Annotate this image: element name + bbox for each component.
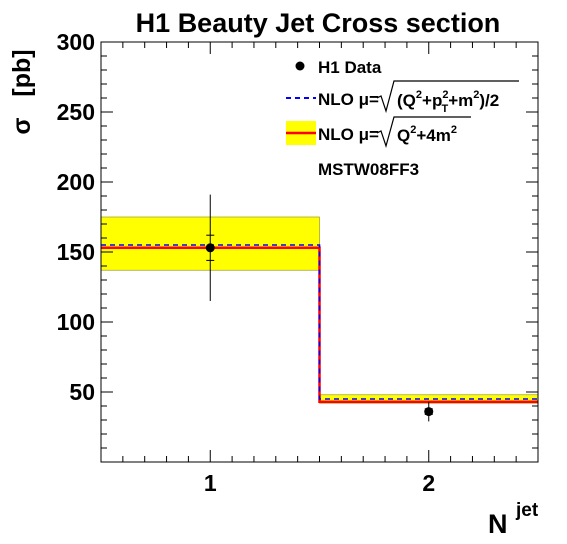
chart-title: H1 Beauty Jet Cross section — [136, 8, 501, 38]
data-point-2 — [424, 407, 434, 417]
legend-pdf-label: MSTW08FF3 — [318, 160, 419, 179]
y-axis-unit: [pb] — [8, 49, 36, 96]
legend-entry-nlo-solid: NLO μ= Q2+4m2 — [286, 116, 471, 149]
sqrt-sign-icon — [376, 80, 519, 114]
legend-label-nlo-dashed-prefix: NLO μ= — [318, 90, 379, 109]
y-tick-label: 50 — [69, 379, 95, 405]
legend-label-nlo-solid-prefix: NLO μ= — [318, 125, 379, 144]
legend-label-data: H1 Data — [318, 58, 382, 77]
legend-entry-data: H1 Data — [295, 58, 382, 77]
legend-marker-data-icon — [295, 61, 305, 71]
legend-formula-solid: Q2+4m2 — [397, 124, 457, 145]
y-axis-symbol: σ — [8, 118, 36, 135]
plot-area — [100, 194, 539, 422]
x-tick-label: 1 — [204, 470, 217, 496]
sqrt-sign-icon — [376, 116, 471, 149]
y-tick-label: 300 — [57, 29, 95, 55]
y-tick-label: 250 — [57, 99, 95, 125]
svg-text:NLO μ=: NLO μ= — [318, 90, 379, 109]
y-tick-label: 150 — [57, 239, 95, 265]
legend: H1 Data NLO μ= (Q2+p2 T+m2)/2 NLO μ= Q2+4… — [286, 58, 519, 179]
y-tick-label: 200 — [57, 169, 95, 195]
axes: 50 100 150 200 250 300 1 2 — [57, 29, 539, 496]
legend-formula-dashed: (Q2+p2 T+m2)/2 — [397, 89, 499, 115]
x-axis-label-superscript: jet — [515, 500, 539, 521]
svg-text:σ [pb]: σ [pb] — [8, 49, 36, 134]
x-axis-label-main: N — [488, 509, 508, 539]
legend-entry-nlo-dashed: NLO μ= (Q2+p2 T+m2)/2 — [286, 80, 519, 115]
data-point-1 — [205, 243, 215, 253]
y-axis-label: σ [pb] — [8, 49, 36, 134]
y-tick-label: 100 — [57, 309, 95, 335]
svg-text:NLO μ=: NLO μ= — [318, 125, 379, 144]
x-tick-label: 2 — [422, 470, 435, 496]
x-axis-label: N jet — [488, 500, 539, 539]
